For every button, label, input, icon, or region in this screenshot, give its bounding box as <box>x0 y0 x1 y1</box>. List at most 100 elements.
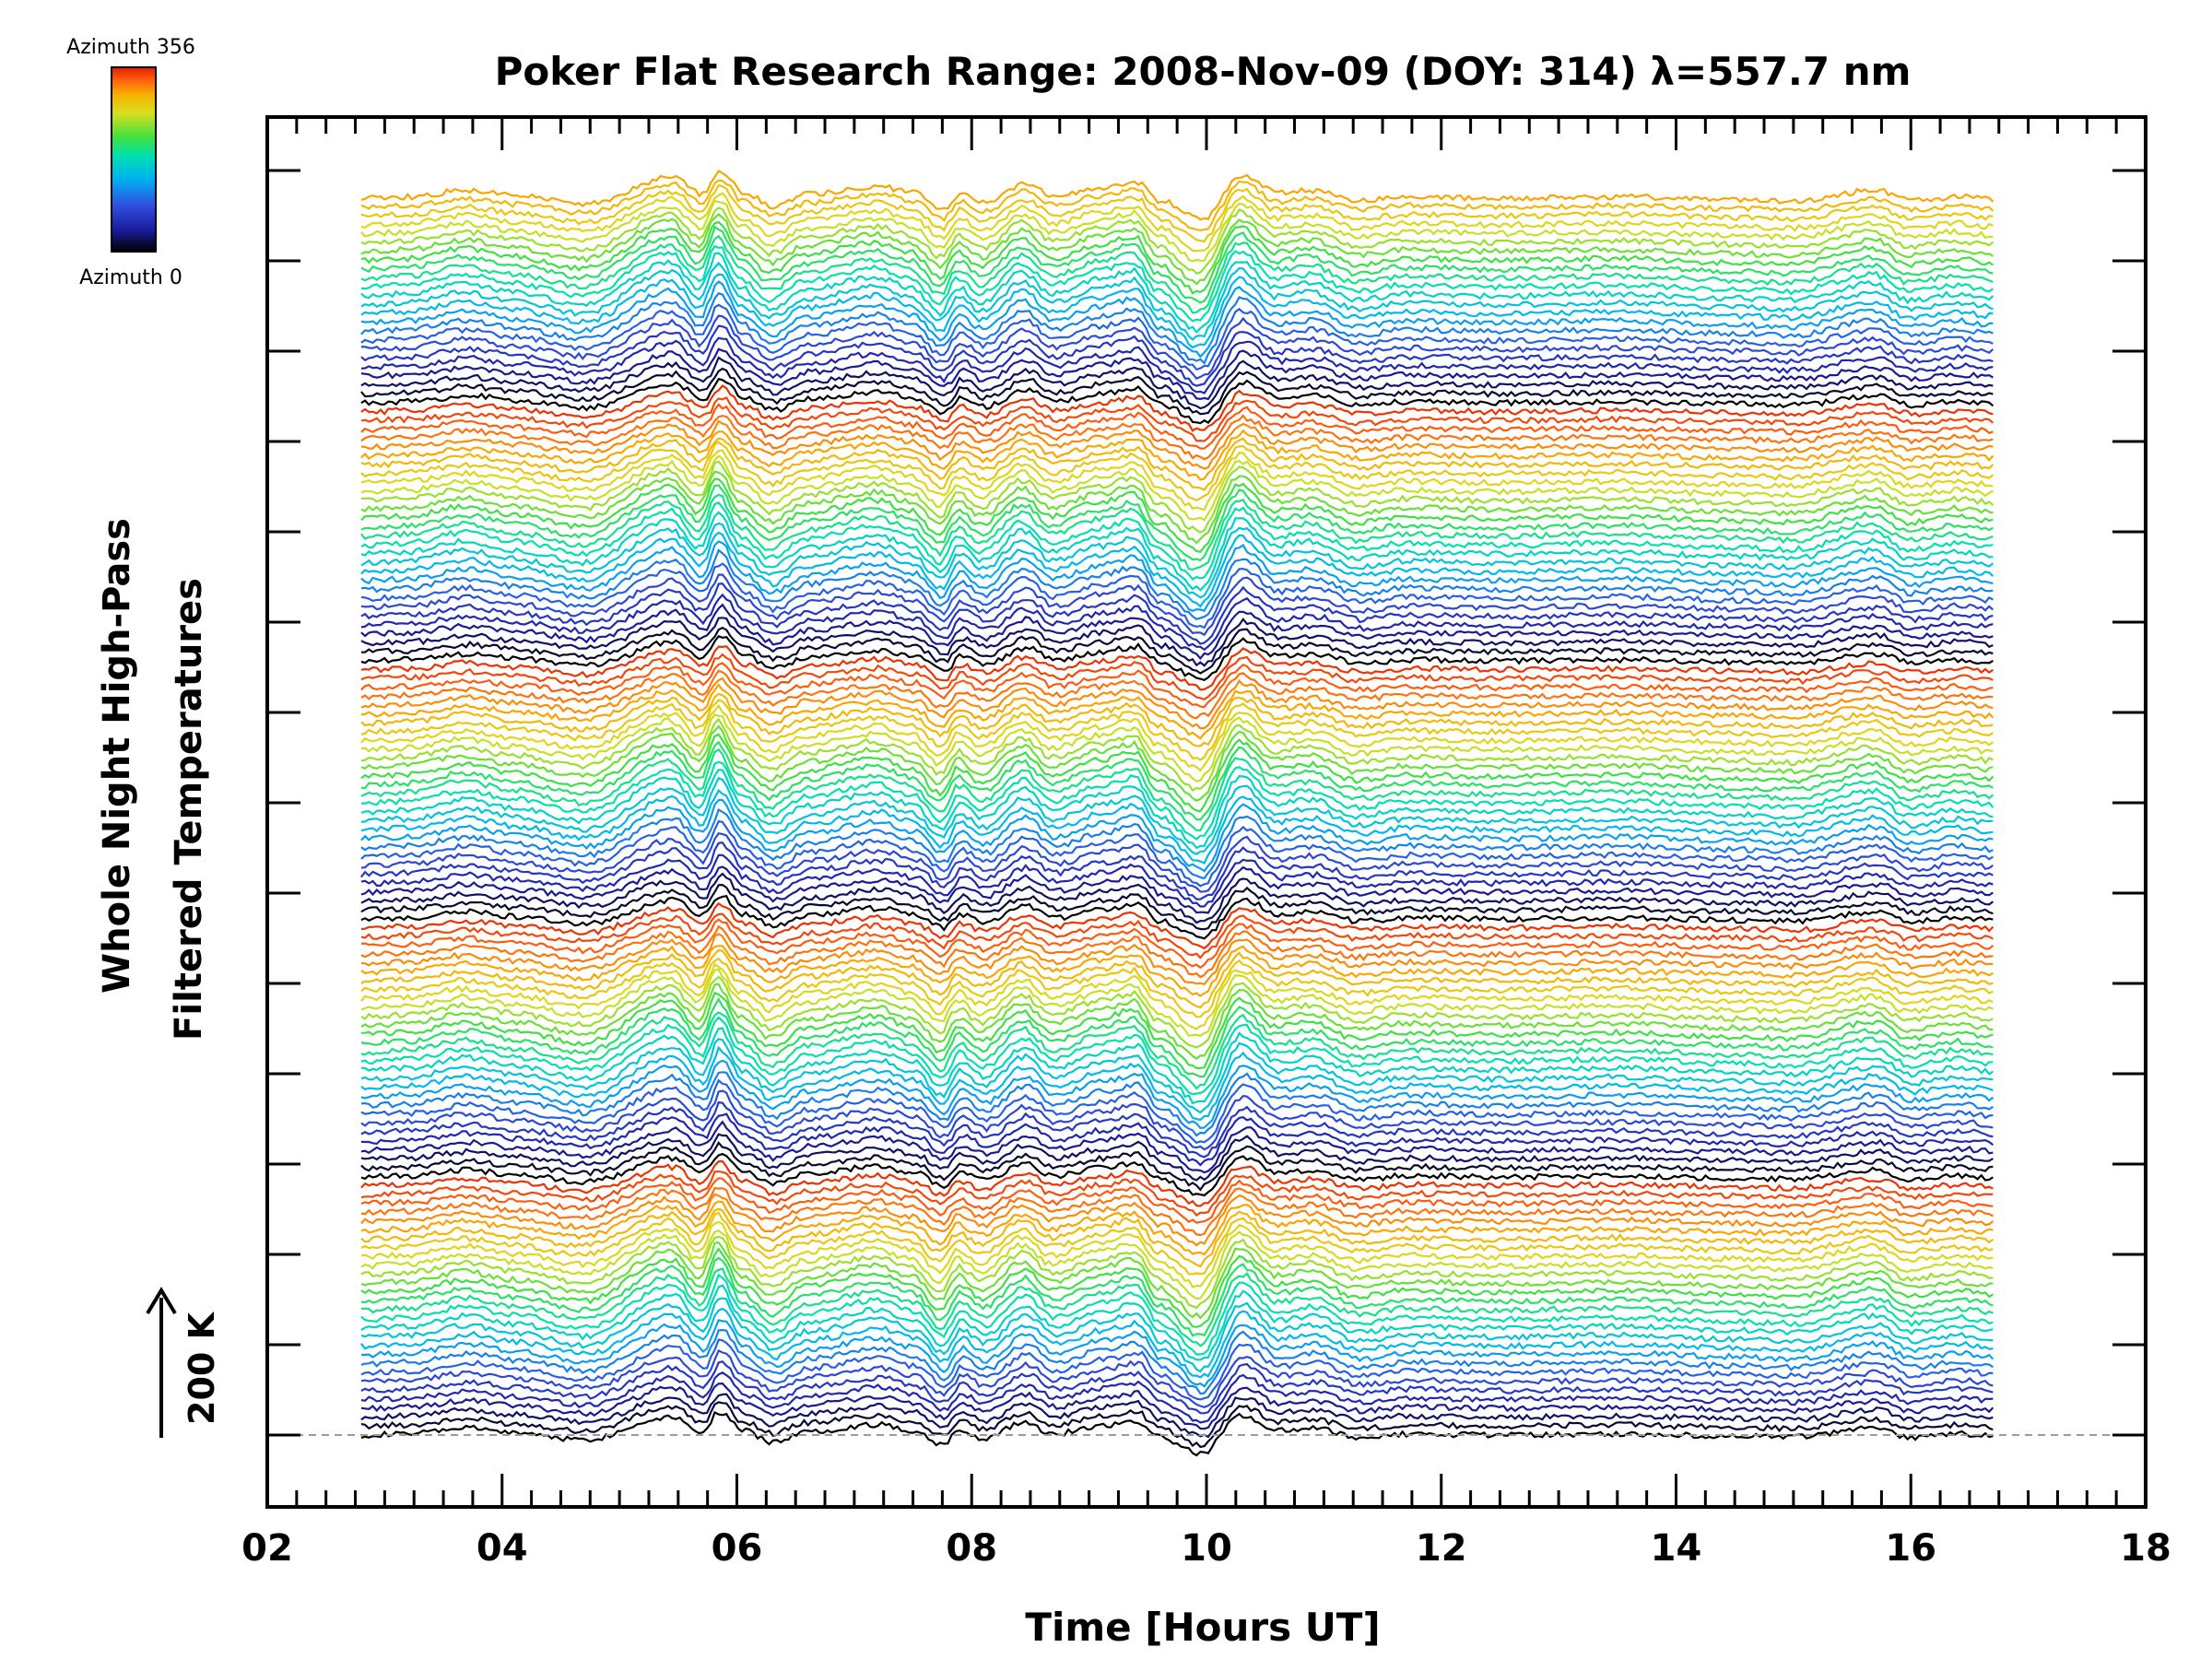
colorbar <box>111 66 157 253</box>
trace-line <box>360 1193 1994 1247</box>
trace-line <box>360 1241 1994 1320</box>
trace-line <box>360 573 1994 637</box>
trace-line <box>360 1177 1994 1224</box>
trace-line <box>360 677 1994 730</box>
trace-line <box>360 1059 1994 1130</box>
trace-line <box>360 1284 1994 1361</box>
trace-line <box>360 437 1994 492</box>
trace-line <box>360 244 1994 323</box>
trace-line <box>360 220 1994 295</box>
trace-line <box>360 1211 1994 1276</box>
trace-line <box>360 470 1994 545</box>
trace-line <box>360 841 1994 900</box>
trace-line <box>360 367 1994 416</box>
trace-line <box>360 853 1994 908</box>
trace-line <box>360 1038 1994 1114</box>
colorbar-bottom-label: Azimuth 0 <box>79 266 182 289</box>
trace-line <box>360 945 1994 997</box>
trace-line <box>360 975 1994 1049</box>
trace-line <box>360 261 1994 341</box>
trace-line <box>360 384 1994 432</box>
trace-line <box>360 531 1994 608</box>
trace-group <box>360 170 1994 1457</box>
trace-line <box>360 183 1994 243</box>
trace-line <box>360 562 1994 629</box>
trace-line <box>360 1045 1994 1122</box>
trace-line <box>360 1089 1994 1151</box>
trace-line <box>360 991 1994 1069</box>
trace-line <box>360 314 1994 381</box>
trace-line <box>360 1071 1994 1137</box>
trace-line <box>360 460 1994 534</box>
trace-line <box>360 582 1994 645</box>
trace-line <box>360 1120 1994 1174</box>
trace-line <box>360 1267 1994 1347</box>
trace-line <box>360 760 1994 841</box>
trace-line <box>360 798 1994 873</box>
trace-line <box>360 454 1994 522</box>
trace-line <box>360 403 1994 450</box>
trace-line <box>360 303 1994 371</box>
trace-line <box>360 1027 1994 1105</box>
scale-label: 200 K <box>182 1311 222 1425</box>
trace-line <box>360 912 1994 959</box>
trace-line <box>360 645 1994 691</box>
y-axis-label-line1: Whole Night High-Pass <box>96 518 138 994</box>
trace-line <box>360 414 1994 461</box>
trace-line <box>360 441 1994 502</box>
trace-line <box>360 653 1994 701</box>
trace-line <box>360 717 1994 792</box>
trace-line <box>360 662 1994 709</box>
trace-line <box>360 1112 1994 1167</box>
trace-line <box>360 1359 1994 1415</box>
trace-line <box>360 1382 1994 1430</box>
trace-line <box>360 252 1994 334</box>
trace-line <box>360 548 1994 621</box>
trace-line <box>360 1159 1994 1207</box>
trace-line <box>360 617 1994 667</box>
trace-line <box>360 170 1994 221</box>
trace-line <box>360 1133 1994 1182</box>
x-tick-label: 06 <box>712 1527 763 1570</box>
x-axis-label: Time [Hours UT] <box>1025 1605 1380 1650</box>
trace-line <box>360 1393 1994 1439</box>
x-tick-label: 02 <box>241 1527 293 1570</box>
trace-line <box>360 933 1994 986</box>
trace-line <box>360 206 1994 275</box>
trace-line <box>360 996 1994 1078</box>
trace-line <box>360 872 1994 924</box>
trace-line <box>360 1220 1994 1288</box>
trace-line <box>360 901 1994 950</box>
trace-line <box>360 234 1994 314</box>
trace-line <box>360 396 1994 442</box>
trace-line <box>360 634 1994 681</box>
trace-line <box>360 273 1994 349</box>
chart-title: Poker Flat Research Range: 2008-Nov-09 (… <box>495 49 1912 94</box>
trace-line <box>360 1401 1994 1449</box>
trace-line <box>360 894 1994 940</box>
axes <box>265 115 2147 1509</box>
trace-line <box>360 769 1994 850</box>
trace-line <box>360 699 1994 761</box>
trace-line <box>360 1349 1994 1408</box>
trace-line <box>360 962 1994 1030</box>
trace-line <box>360 540 1994 612</box>
trace-line <box>360 1307 1994 1379</box>
trace-line <box>360 924 1994 979</box>
trace-line <box>360 788 1994 865</box>
trace-line <box>360 199 1994 263</box>
trace-line <box>360 712 1994 782</box>
trace-line <box>360 626 1994 675</box>
trace-line <box>360 1256 1994 1337</box>
trace-line <box>360 1328 1994 1395</box>
x-tick-label: 10 <box>1181 1527 1232 1570</box>
colorbar-top-label: Azimuth 356 <box>66 36 195 59</box>
trace-line <box>360 948 1994 1009</box>
trace-line <box>360 1141 1994 1192</box>
trace-line <box>360 968 1994 1038</box>
trace-line <box>360 1410 1994 1457</box>
trace-line <box>360 192 1994 253</box>
trace-line <box>360 724 1994 802</box>
trace-line <box>360 356 1994 410</box>
